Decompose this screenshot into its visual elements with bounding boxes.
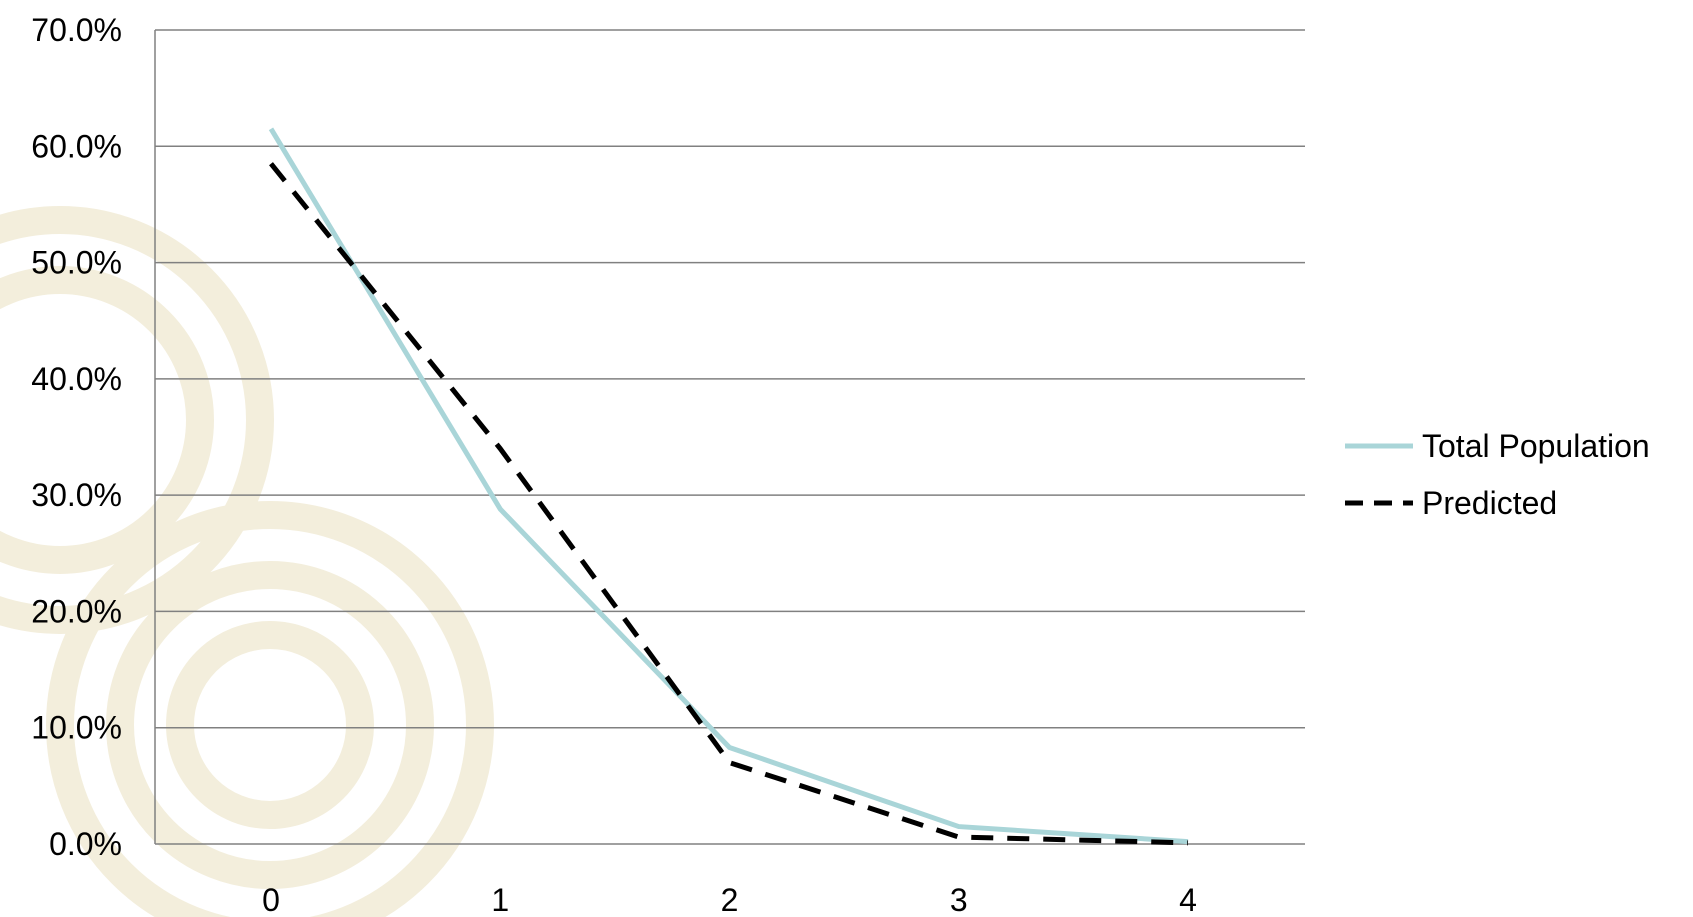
- x-tick-label: 4: [1179, 882, 1197, 917]
- y-axis: 0.0% 10.0% 20.0% 30.0% 40.0% 50.0% 60.0% 70.0%: [31, 12, 156, 862]
- watermark-ring-3: [0, 266, 214, 574]
- x-tick-label: 1: [491, 882, 509, 917]
- y-tick-label: 50.0%: [31, 245, 122, 281]
- watermark-ring-1: [106, 561, 434, 889]
- gridlines: [155, 29, 1305, 845]
- y-tick-label: 30.0%: [31, 477, 122, 513]
- y-tick-label: 70.0%: [31, 12, 122, 48]
- legend-label: Total Population: [1422, 428, 1650, 464]
- x-tick-label: 0: [262, 882, 280, 917]
- series-line-0: [268, 127, 1189, 845]
- y-tick-label: 60.0%: [31, 128, 122, 164]
- watermark-ring-0: [166, 621, 374, 829]
- background-watermark: [0, 206, 494, 917]
- y-tick-label: 10.0%: [31, 710, 122, 746]
- legend: Total Population Predicted: [1345, 428, 1650, 521]
- y-tick-label: 20.0%: [31, 593, 122, 629]
- legend-label: Predicted: [1422, 485, 1557, 521]
- x-tick-label: 2: [721, 882, 739, 917]
- y-tick-label: 40.0%: [31, 361, 122, 397]
- x-axis: 0 1 2 3 4: [262, 882, 1197, 917]
- watermark-ring-4: [0, 206, 274, 634]
- series-lines: [268, 127, 1189, 846]
- watermark-ring-2: [46, 501, 494, 917]
- x-tick-label: 3: [950, 882, 968, 917]
- y-tick-label: 0.0%: [49, 826, 122, 862]
